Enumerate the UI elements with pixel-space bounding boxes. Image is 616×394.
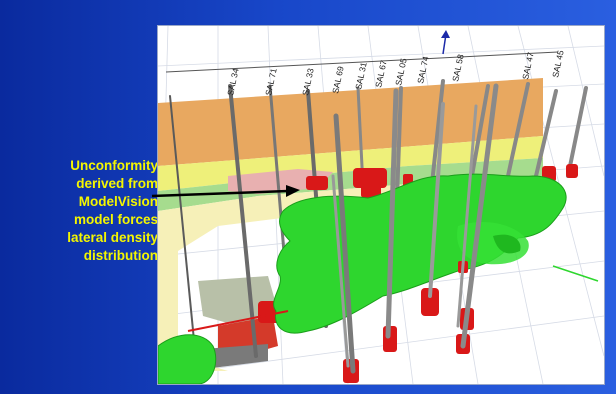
caption-line: derived from — [76, 176, 158, 191]
well-label: SAL 33 — [300, 67, 316, 96]
caption-line: Unconformity — [70, 158, 158, 173]
well-label: SAL 71 — [263, 67, 279, 96]
caption-line: model forces — [73, 212, 158, 227]
well-label: SAL 05 — [393, 57, 409, 86]
caption-line: distribution — [83, 248, 158, 263]
wells-front — [331, 83, 499, 374]
surface-fragment — [158, 334, 217, 384]
axis-red — [187, 310, 289, 332]
annotation-caption: Unconformity derived from ModelVision mo… — [8, 157, 158, 265]
wells-back — [169, 79, 588, 382]
layer-orange — [158, 78, 543, 166]
layer-green — [158, 158, 543, 211]
well-label: SAL 45 — [550, 49, 566, 78]
axis-green — [552, 265, 599, 282]
caption-line: lateral density — [67, 230, 158, 245]
well-label: SAL 69 — [330, 65, 346, 94]
north-arrow-icon — [441, 30, 450, 38]
cross-section — [158, 78, 543, 371]
section-axis-line — [165, 51, 559, 73]
3d-model-canvas: SAL 34 SAL 71 SAL 33 SAL 69 SAL 31 SAL 6… — [158, 26, 604, 384]
3d-model-view[interactable]: SAL 34 SAL 71 SAL 33 SAL 69 SAL 31 SAL 6… — [157, 25, 605, 385]
well-label: SAL 67 — [373, 59, 389, 88]
well-label: SAL 34 — [225, 67, 241, 96]
well-label: SAL 47 — [520, 51, 536, 80]
well-label: SAL 31 — [353, 61, 369, 90]
caption-line: ModelVision — [78, 194, 158, 209]
